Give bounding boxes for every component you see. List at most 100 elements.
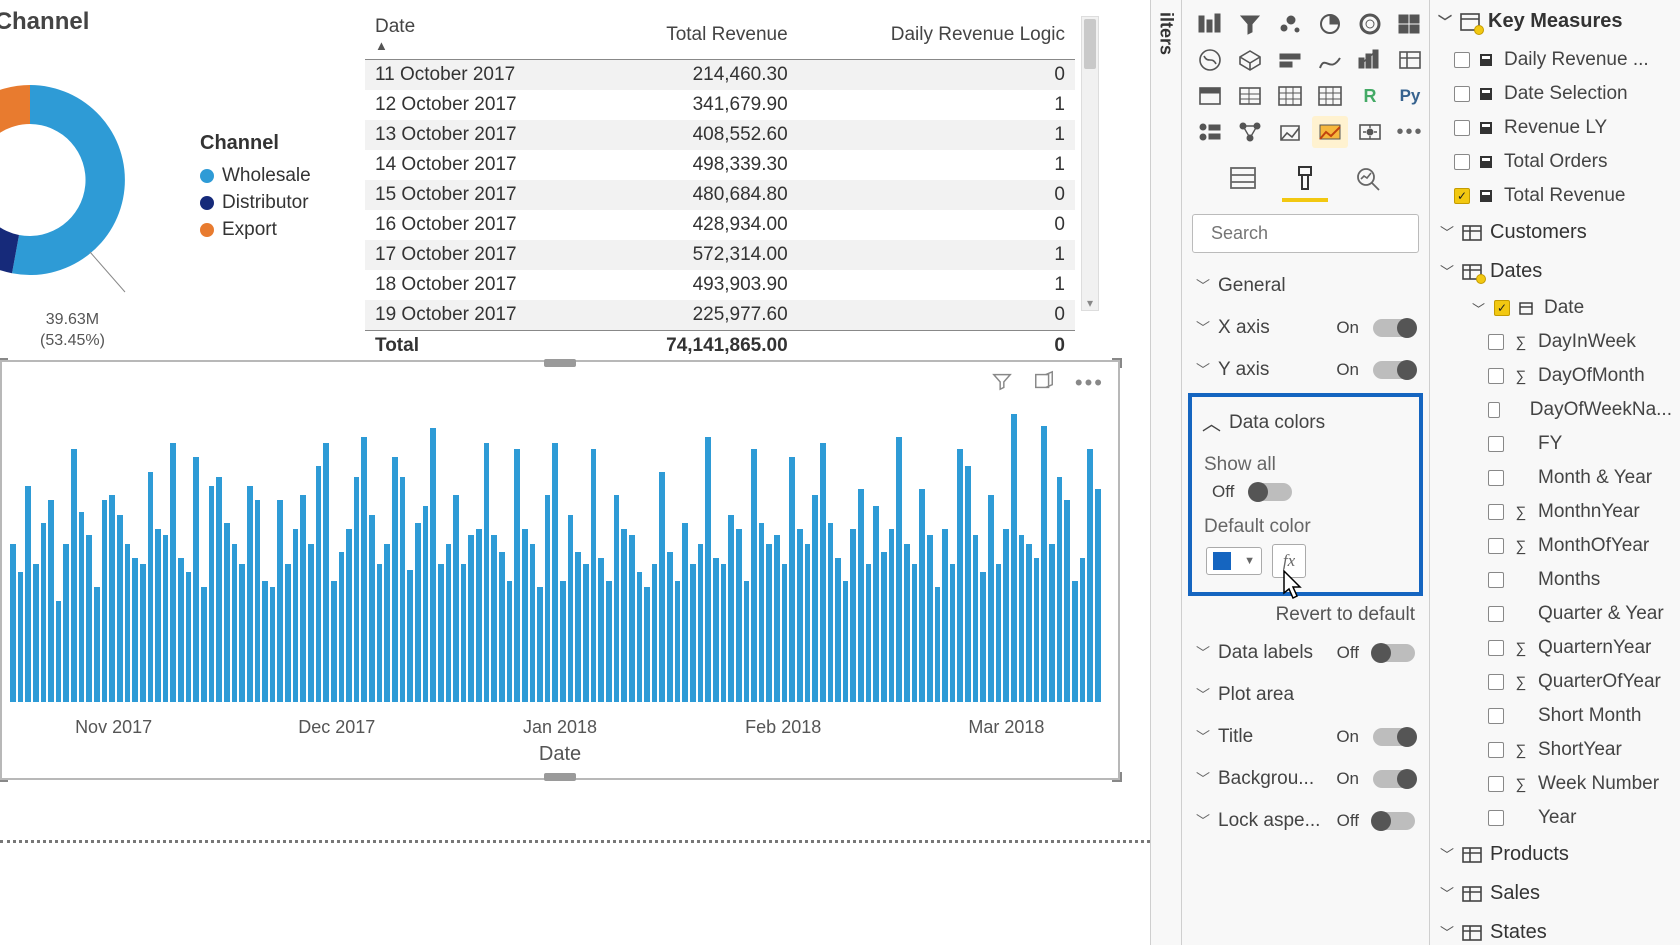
bar[interactable] [942,529,948,702]
bar[interactable] [873,506,879,702]
bar[interactable] [789,457,795,702]
bar-chart-visual[interactable]: ••• Nov 2017Dec 2017Jan 2018Feb 2018Mar … [0,360,1120,780]
bar[interactable] [178,558,184,702]
checkbox[interactable] [1488,810,1504,826]
bar[interactable] [499,552,505,702]
bar[interactable] [354,477,360,702]
checkbox[interactable] [1488,504,1504,520]
checkbox[interactable] [1454,154,1470,170]
bar[interactable] [63,544,69,702]
bar[interactable] [56,601,62,702]
table-scrollbar[interactable]: ▴ ▾ [1081,16,1099,311]
bar[interactable] [140,564,146,702]
filter-icon[interactable] [991,370,1013,396]
bar[interactable] [644,587,650,702]
revenue-table-visual[interactable]: Date▲Total RevenueDaily Revenue Logic 11… [365,10,1075,340]
checkbox[interactable] [1488,640,1504,656]
viz-type-icon[interactable] [1392,44,1428,76]
bar[interactable] [927,535,933,702]
bar[interactable] [323,443,329,702]
checkbox[interactable]: ✓ [1494,300,1510,316]
bar[interactable] [759,523,765,702]
y-axis-toggle[interactable] [1373,361,1415,379]
bar[interactable] [132,558,138,702]
resize-handle-top[interactable] [544,359,576,367]
checkbox[interactable] [1488,470,1504,486]
viz-type-icon[interactable] [1232,44,1268,76]
scroll-down-arrow[interactable]: ▾ [1082,296,1098,310]
bar[interactable] [423,506,429,702]
format-background[interactable]: ﹀ Backgrou... On [1182,758,1429,800]
bar[interactable] [713,558,719,702]
bar[interactable] [331,581,337,702]
analytics-tab[interactable] [1345,158,1391,202]
bar[interactable] [1072,581,1078,702]
viz-type-icon[interactable] [1272,8,1308,40]
table-column-header[interactable]: Total Revenue [596,10,798,60]
field-item[interactable]: ∑MonthOfYear [1464,529,1680,563]
bar[interactable] [170,443,176,702]
bar[interactable] [1041,426,1047,702]
bar[interactable] [293,529,299,702]
format-title[interactable]: ﹀ Title On [1182,716,1429,758]
bar[interactable] [996,564,1002,702]
bar[interactable] [728,515,734,702]
viz-type-icon[interactable]: ••• [1392,116,1428,148]
table-row[interactable]: 17 October 2017572,314.001 [365,240,1075,270]
bar[interactable] [621,529,627,702]
bar[interactable] [591,449,597,702]
bar[interactable] [369,515,375,702]
focus-mode-icon[interactable] [1033,370,1055,396]
checkbox[interactable] [1488,606,1504,622]
field-item[interactable]: ∑Week Number [1464,767,1680,801]
field-item[interactable]: Quarter & Year [1464,597,1680,631]
format-general[interactable]: ﹀ General [1182,265,1429,307]
bar[interactable] [598,558,604,702]
bar[interactable] [193,457,199,702]
table-row[interactable]: 16 October 2017428,934.000 [365,210,1075,240]
field-item[interactable]: ✓Total Revenue [1430,179,1680,213]
checkbox[interactable] [1488,674,1504,690]
format-data-labels[interactable]: ﹀ Data labels Off [1182,632,1429,674]
bar[interactable] [682,523,688,702]
bar[interactable] [48,500,54,702]
bar[interactable] [659,472,665,702]
viz-type-icon[interactable] [1312,44,1348,76]
field-item[interactable]: ∑DayOfMonth [1464,359,1680,393]
bar[interactable] [912,564,918,702]
bar[interactable] [232,544,238,702]
checkbox[interactable] [1488,538,1504,554]
bar[interactable] [255,500,261,702]
bar[interactable] [667,552,673,702]
viz-type-icon[interactable] [1232,80,1268,112]
viz-type-icon[interactable] [1232,8,1268,40]
bar[interactable] [614,495,620,702]
field-item[interactable]: ∑QuarternYear [1464,631,1680,665]
viz-type-icon[interactable] [1192,8,1228,40]
table-column-header[interactable]: Date▲ [365,10,596,60]
bar[interactable] [843,581,849,702]
table-row[interactable]: 18 October 2017493,903.901 [365,270,1075,300]
bar[interactable] [652,564,658,702]
viz-type-icon[interactable] [1312,116,1348,148]
table-header[interactable]: ﹀Dates [1430,252,1680,291]
bar[interactable] [950,564,956,702]
bar[interactable] [522,529,528,702]
bar[interactable] [216,477,222,702]
bar[interactable] [285,564,291,702]
resize-corner-tr[interactable] [1112,358,1122,368]
checkbox[interactable] [1454,120,1470,136]
bar[interactable] [560,581,566,702]
checkbox[interactable] [1488,742,1504,758]
checkbox[interactable] [1488,708,1504,724]
field-item[interactable]: Total Orders [1430,145,1680,179]
viz-type-icon[interactable]: R [1352,80,1388,112]
bar[interactable] [904,544,910,702]
bar[interactable] [1087,449,1093,702]
bar[interactable] [583,564,589,702]
viz-type-icon[interactable] [1272,80,1308,112]
format-plot-area[interactable]: ﹀ Plot area [1182,674,1429,716]
bar[interactable] [308,544,314,702]
bar[interactable] [606,581,612,702]
bar[interactable] [484,443,490,702]
